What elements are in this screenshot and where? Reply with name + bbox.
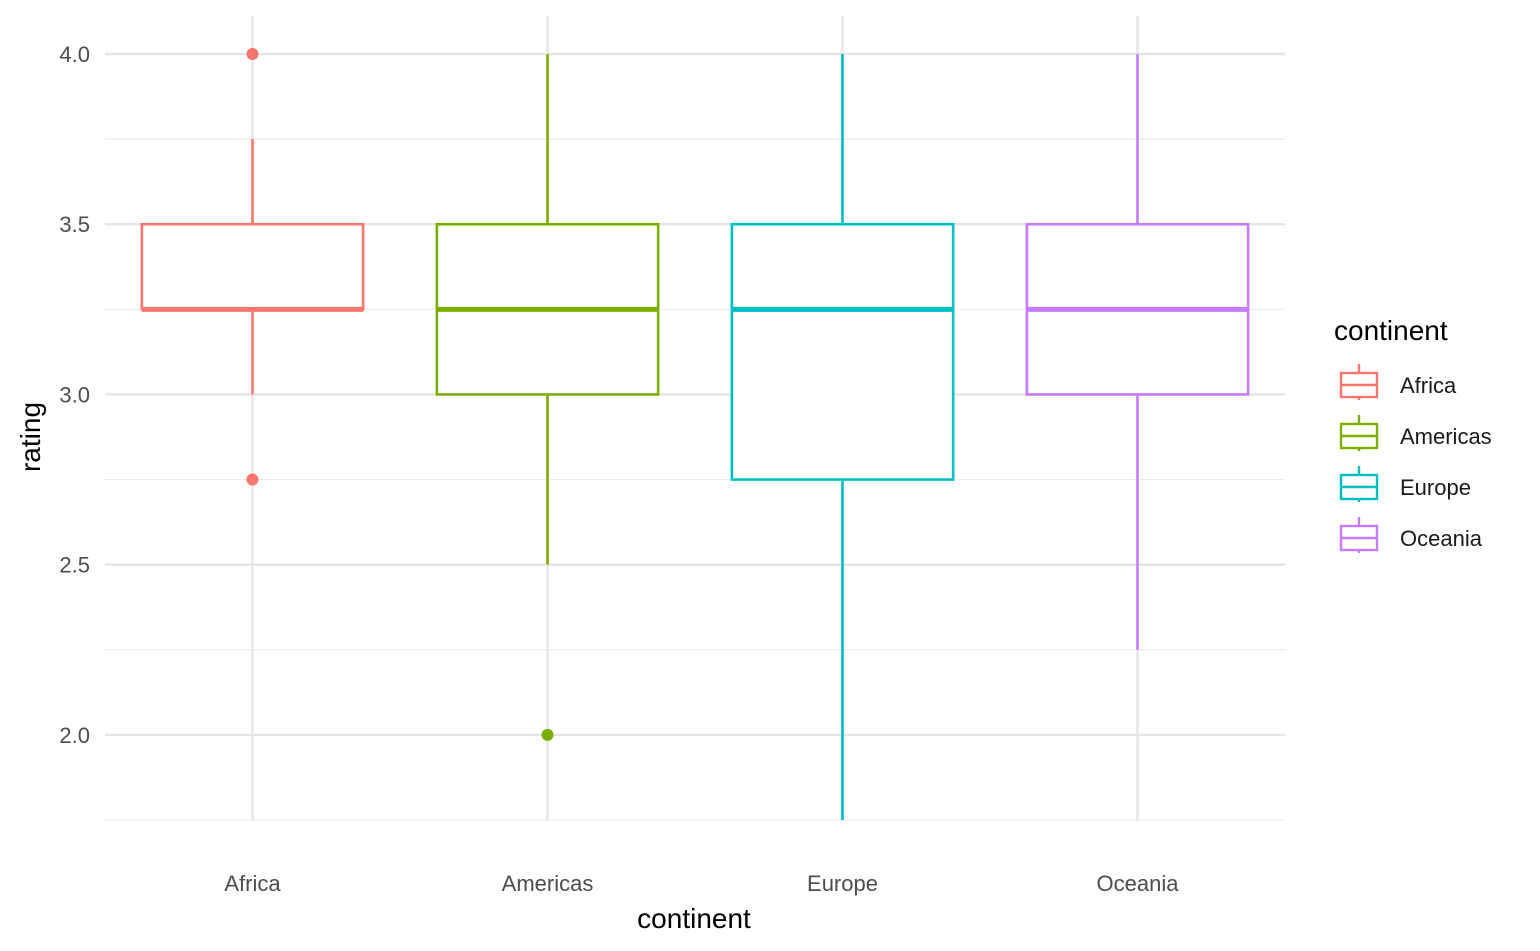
x-tick-label: Oceania xyxy=(1097,871,1180,896)
x-axis-ticks: Africa Americas Europe Oceania xyxy=(224,871,1179,896)
iqr-box xyxy=(730,222,955,481)
box-africa xyxy=(140,48,365,486)
legend-item-europe: Europe xyxy=(1339,466,1471,502)
x-tick-label: Europe xyxy=(807,871,878,896)
iqr-box xyxy=(140,222,365,311)
outlier-point xyxy=(246,473,259,486)
legend-key xyxy=(1339,466,1379,502)
x-axis-title: continent xyxy=(637,903,751,934)
y-tick-label: 4.0 xyxy=(59,42,90,67)
legend-key xyxy=(1339,517,1379,553)
y-tick-label: 2.5 xyxy=(59,553,90,578)
legend-label: Americas xyxy=(1400,424,1492,449)
outlier-point xyxy=(541,728,554,741)
y-tick-label: 3.0 xyxy=(59,382,90,407)
box-oceania xyxy=(1025,54,1250,650)
legend-key xyxy=(1339,364,1379,400)
x-tick-label: Americas xyxy=(502,871,594,896)
y-tick-label: 2.0 xyxy=(59,723,90,748)
legend-title: continent xyxy=(1334,315,1448,346)
grid xyxy=(105,16,1285,821)
legend-label: Oceania xyxy=(1400,526,1483,551)
legend-item-africa: Africa xyxy=(1339,364,1457,400)
legend-key xyxy=(1339,415,1379,451)
legend-item-oceania: Oceania xyxy=(1339,517,1483,553)
legend-label: Africa xyxy=(1400,373,1457,398)
box-europe xyxy=(730,54,955,820)
legend-item-americas: Americas xyxy=(1339,415,1492,451)
x-tick-label: Africa xyxy=(224,871,281,896)
box-americas xyxy=(435,54,660,741)
legend: Africa Americas Europe Oceania xyxy=(1339,364,1492,553)
y-tick-label: 3.5 xyxy=(59,212,90,237)
outlier-point xyxy=(246,48,259,60)
legend-label: Europe xyxy=(1400,475,1471,500)
boxes xyxy=(140,48,1250,820)
y-axis-ticks: 2.0 2.5 3.0 3.5 4.0 xyxy=(59,42,90,748)
y-axis-title: rating xyxy=(15,402,46,472)
